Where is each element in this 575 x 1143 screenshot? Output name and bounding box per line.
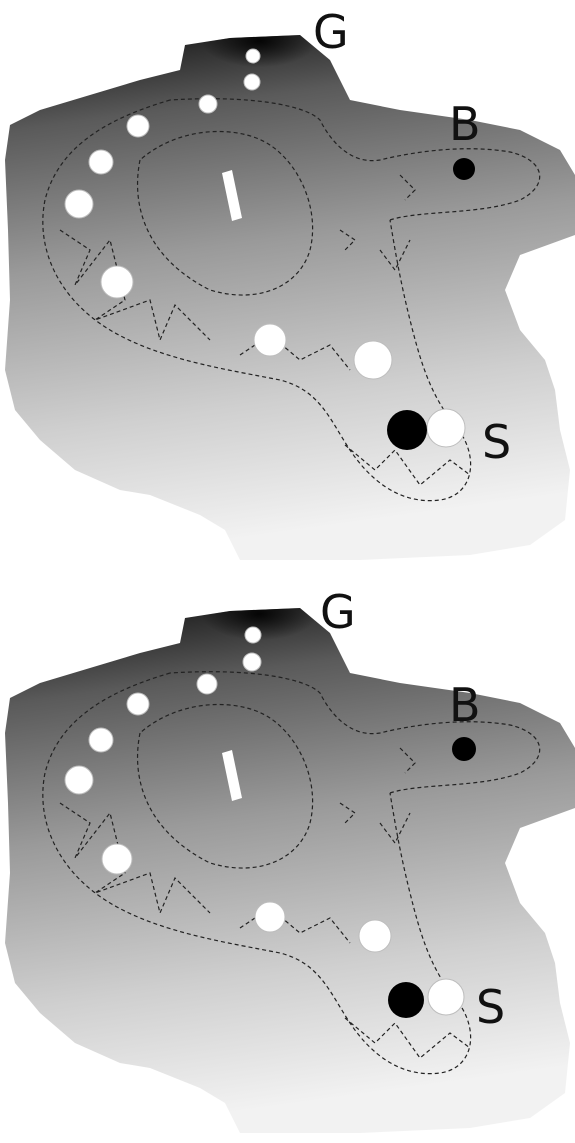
obstacle-sphere [242,652,262,672]
obstacle-sphere [244,626,262,644]
start-marker [387,410,427,450]
obstacle-group [64,626,465,1016]
obstacle-sphere [126,114,150,138]
central-bar-obstacle [222,750,242,801]
obstacle-sphere [198,94,218,114]
start-label: S [482,415,511,469]
obstacle-sphere [64,765,94,795]
obstacle-sphere [126,692,150,716]
obstacle-group [64,48,466,448]
obstacle-sphere [254,901,286,933]
goal-label: G [313,5,349,59]
obstacle-sphere [253,323,287,357]
obstacle-sphere [88,727,114,753]
obstacle-sphere [101,843,133,875]
b-label: B [449,97,481,151]
start-marker [388,982,424,1018]
obstacle-sphere [426,408,466,448]
obstacle-sphere [245,48,261,64]
central-bar-obstacle [222,170,242,221]
terrain-scene: G B S [5,585,575,1133]
terrain-surface [5,35,575,560]
b-marker [452,737,476,761]
start-label: S [476,980,505,1034]
top-panel: G B S [0,0,575,570]
obstacle-sphere [100,265,134,299]
obstacle-sphere [196,673,218,695]
obstacle-sphere [243,73,261,91]
obstacle-sphere [64,189,94,219]
goal-label: G [320,585,356,639]
terrain-scene: G B S [5,5,575,560]
obstacle-sphere [353,340,393,380]
b-marker [453,158,475,180]
obstacle-sphere [427,978,465,1016]
b-label: B [449,678,481,732]
obstacle-sphere [358,919,392,953]
obstacle-sphere [88,149,114,175]
terrain-surface [5,608,575,1133]
bottom-panel: G B S [0,573,575,1143]
